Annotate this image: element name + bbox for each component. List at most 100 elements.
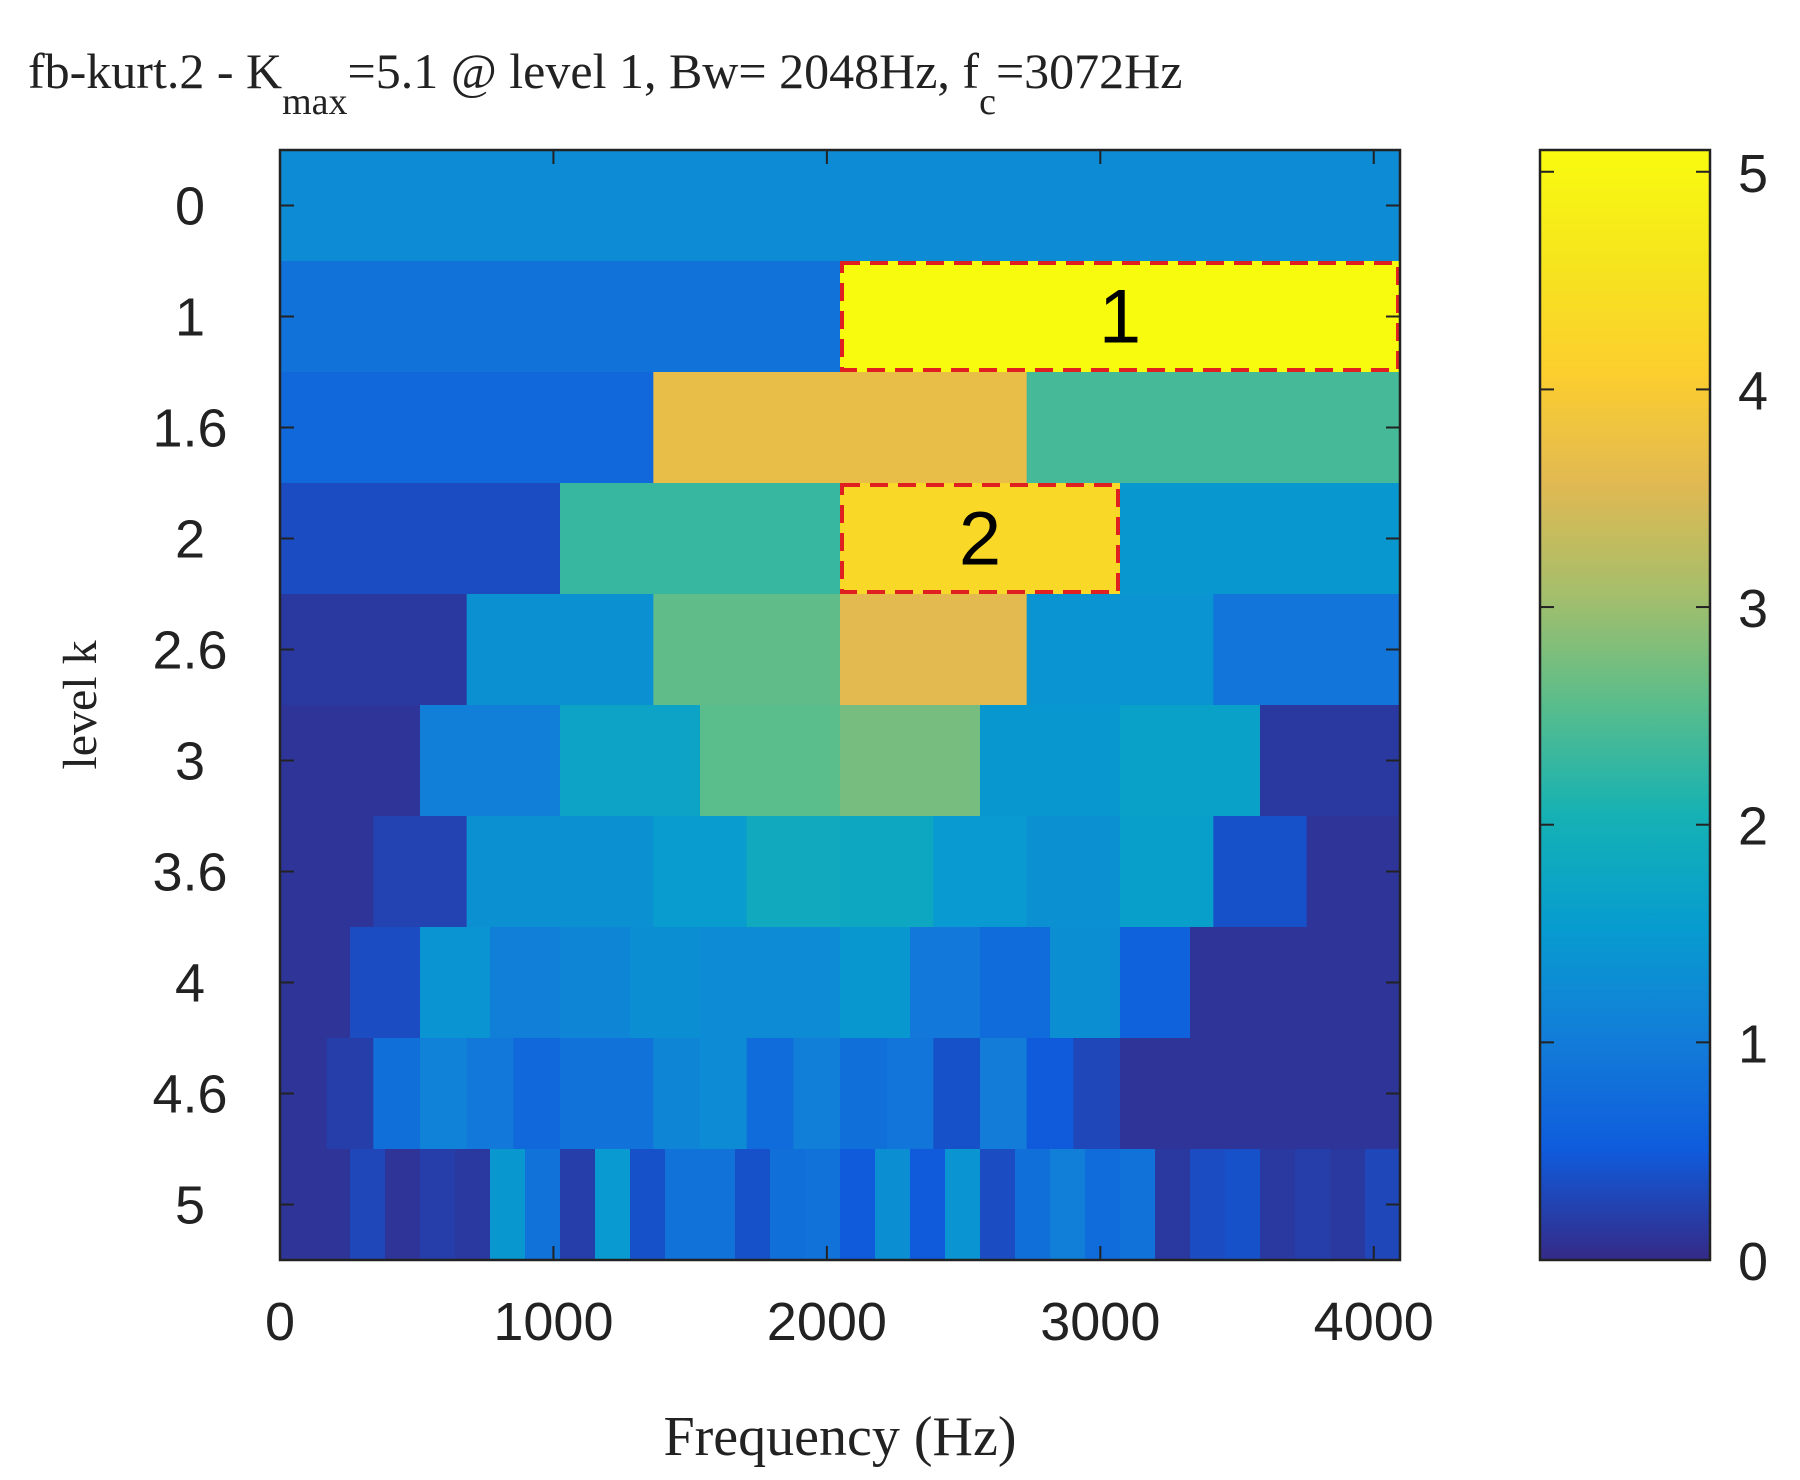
colorbar-tick-label: 5 [1738,144,1768,204]
heatmap-cell [1260,1149,1296,1261]
heatmap-cell [1120,1038,1168,1150]
heatmap-cell [1190,1149,1226,1261]
heatmap-cell [700,1038,748,1150]
heatmap-cell [280,594,468,706]
heatmap-cell [560,1038,608,1150]
heatmap-cell [746,1038,794,1150]
heatmap-cell [373,1038,421,1150]
heatmap-cell [933,1038,981,1150]
heatmap-cell [840,1149,876,1261]
colorbar-ticks: 0 1 2 3 4 5 [1540,144,1768,1292]
colorbar-tick-label: 2 [1738,797,1768,857]
chart-title: fb-kurt.2 - Kmax=5.1 @ level 1, Bw= 2048… [28,43,1182,123]
y-tick-label: 4.6 [152,1065,227,1125]
heatmap-cell [350,1149,386,1261]
heatmap-cell [1213,1038,1261,1150]
heatmap-cell [840,927,911,1039]
annotation-label-1: 1 [1099,275,1141,360]
heatmap-cell [805,1149,841,1261]
heatmap-cell [385,1149,421,1261]
title-kmax-subscript: max [282,81,347,123]
heatmap-cell [980,1038,1028,1150]
heatmap-cell [945,1149,981,1261]
heatmap-cell [280,150,1401,262]
heatmap-cell [980,705,1121,817]
heatmap-cell [1050,1149,1086,1261]
heatmap-cell [490,1149,526,1261]
heatmap-cell [560,705,701,817]
heatmap-cell [1026,372,1401,484]
heatmap-cell [1260,927,1331,1039]
heatmap-cell [1120,1149,1156,1261]
heatmap-cell [770,927,841,1039]
heatmap-cell [700,1149,736,1261]
heatmap-cell [840,594,1028,706]
heatmap-cell [280,261,841,373]
x-tick-label: 1000 [493,1292,613,1352]
heatmap-cell [420,1149,456,1261]
annotation-box-2 [840,483,1120,594]
heatmap-cell [980,1149,1016,1261]
heatmap-cell [653,816,748,928]
heatmap-cell [840,261,1401,373]
heatmap-cell [560,927,631,1039]
heatmap-cell [1026,594,1214,706]
heatmap-cell [1050,927,1121,1039]
x-tick-label: 3000 [1040,1292,1160,1352]
y-tick-label: 1 [175,288,205,348]
heatmap-cell [1260,1038,1308,1150]
annotation-box-1 [840,261,1400,372]
heatmap-cell [910,1149,946,1261]
heatmap-cell [980,927,1051,1039]
x-tick-label: 4000 [1314,1292,1434,1352]
heatmap-cell [1026,816,1121,928]
heatmap-cell [1295,1149,1331,1261]
heatmap-cell [1260,705,1401,817]
heatmap-cell [735,1149,771,1261]
heatmap-cell [560,483,841,595]
heatmap-cell [560,1149,596,1261]
heatmap-cell [1120,816,1214,928]
title-middle: =5.1 @ level 1, Bw= 2048Hz, f [348,43,980,99]
heatmap-cell [1155,1149,1191,1261]
heatmap-cell [280,705,421,817]
heatmap-cell [606,1038,654,1150]
heatmap-cell [653,594,841,706]
x-axis-ticks: 0 1000 2000 3000 4000 [265,150,1434,1352]
x-tick-label: 0 [265,1292,295,1352]
y-tick-label: 3 [175,732,205,792]
heatmap-cell [455,1149,491,1261]
x-axis-label: Frequency (Hz) [664,1406,1017,1468]
heatmap-cell [1120,927,1191,1039]
heatmap-cell [933,816,1028,928]
heatmap-cell [490,927,561,1039]
heatmap-cell [1213,816,1308,928]
heatmap-cell [326,1038,374,1150]
heatmap-cell [420,927,491,1039]
heatmap-cell [350,927,421,1039]
heatmap-cell [1015,1149,1051,1261]
heatmap-cell [595,1149,631,1261]
y-tick-label: 2 [175,510,205,570]
y-tick-label: 4 [175,954,205,1014]
heatmap-cell [513,1038,561,1150]
annotation-label-2: 2 [959,497,1001,582]
y-tick-label: 1.6 [152,399,227,459]
heatmap-cell [653,372,1028,484]
heatmap-cell [1190,927,1261,1039]
heatmap-cell [840,705,981,817]
heatmap-cell [1120,483,1401,595]
colorbar [1538,148,1712,1262]
heatmap-cell [315,1149,351,1261]
colorbar-tick-label: 3 [1738,579,1768,639]
heatmap-cell [1213,594,1401,706]
y-tick-label: 5 [175,1176,205,1236]
heatmap-cell [1073,1038,1121,1150]
heatmap-cell [1026,1038,1074,1150]
colorbar-tick-label: 0 [1738,1232,1768,1292]
heatmap-cell [746,816,841,928]
heatmap-cell [466,816,561,928]
heatmap-cell [770,1149,806,1261]
heatmap-cell [1085,1149,1121,1261]
